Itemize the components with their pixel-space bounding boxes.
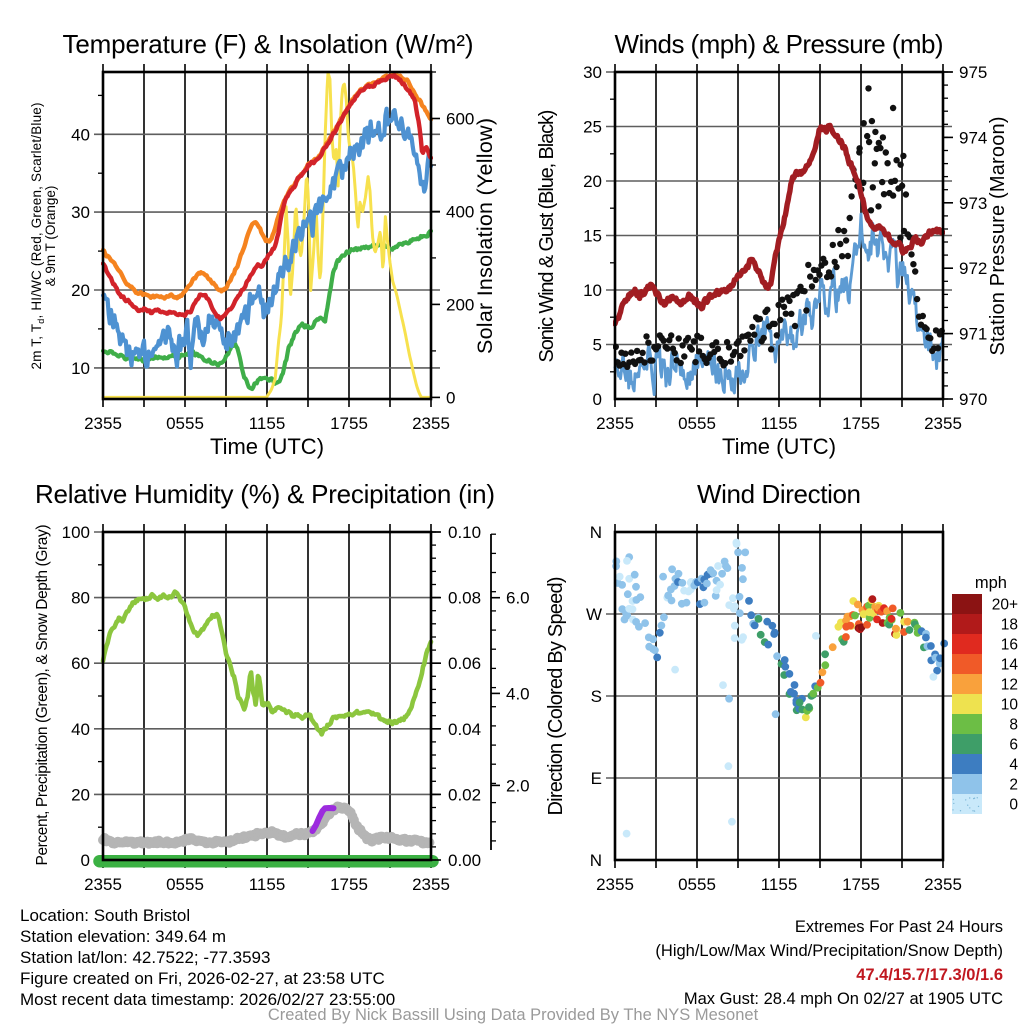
svg-text:2355: 2355 (924, 414, 962, 433)
svg-text:Time (UTC): Time (UTC) (722, 434, 836, 459)
svg-text:N: N (590, 523, 602, 542)
svg-text:0: 0 (446, 388, 455, 407)
svg-text:2355: 2355 (412, 875, 450, 894)
svg-text:30: 30 (583, 63, 602, 82)
svg-text:4.0: 4.0 (506, 684, 530, 703)
svg-text:Sonic Wind & Gust (Blue, Black: Sonic Wind & Gust (Blue, Black) (536, 110, 558, 363)
svg-text:Station elevation: 349.64 m: Station elevation: 349.64 m (20, 927, 226, 946)
svg-text:4: 4 (1009, 757, 1018, 774)
svg-text:6.0: 6.0 (506, 589, 530, 608)
svg-text:80: 80 (71, 589, 90, 608)
svg-text:14: 14 (1001, 657, 1019, 674)
svg-text:mph: mph (975, 574, 1007, 592)
svg-text:975: 975 (959, 63, 987, 82)
svg-text:20+: 20+ (992, 597, 1018, 614)
svg-text:Direction (Colored By Speed): Direction (Colored By Speed) (545, 577, 567, 816)
svg-text:972: 972 (959, 259, 987, 278)
svg-text:Most recent data timestamp: 20: Most recent data timestamp: 2026/02/27 2… (20, 990, 395, 1009)
svg-text:25: 25 (583, 118, 602, 137)
svg-text:0: 0 (81, 851, 90, 870)
svg-text:Max Gust: 28.4 mph On 02/27 at: Max Gust: 28.4 mph On 02/27 at 1905 UTC (684, 990, 1003, 1008)
svg-text:40: 40 (71, 125, 90, 144)
svg-text:0.02: 0.02 (448, 785, 481, 804)
svg-text:Relative Humidity (%) & Precip: Relative Humidity (%) & Precipitation (i… (35, 479, 495, 509)
svg-text:W: W (586, 605, 602, 624)
svg-text:Time (UTC): Time (UTC) (210, 434, 324, 459)
svg-text:1155: 1155 (249, 414, 286, 433)
svg-text:0555: 0555 (678, 414, 716, 433)
svg-text:974: 974 (959, 128, 987, 147)
svg-text:2355: 2355 (412, 414, 450, 433)
svg-text:10: 10 (1001, 697, 1019, 714)
svg-text:12: 12 (1001, 677, 1018, 694)
svg-text:1755: 1755 (842, 414, 880, 433)
svg-text:30: 30 (71, 203, 90, 222)
svg-text:1155: 1155 (761, 875, 798, 894)
svg-text:400: 400 (446, 203, 474, 222)
svg-text:970: 970 (959, 390, 987, 409)
svg-text:973: 973 (959, 194, 987, 213)
svg-text:0555: 0555 (166, 875, 204, 894)
svg-text:Temperature (F) & Insolation (: Temperature (F) & Insolation (W/m²) (63, 29, 474, 59)
svg-text:Wind Direction: Wind Direction (697, 479, 861, 509)
svg-text:Percent, Precipitation (Green): Percent, Precipitation (Green), & Snow D… (34, 525, 51, 866)
svg-text:E: E (591, 769, 602, 788)
svg-text:20: 20 (71, 785, 90, 804)
svg-text:8: 8 (1009, 717, 1018, 734)
svg-text:0.08: 0.08 (448, 589, 481, 608)
svg-text:6: 6 (1009, 737, 1018, 754)
svg-text:1755: 1755 (330, 875, 368, 894)
svg-text:2355: 2355 (596, 875, 634, 894)
svg-text:47.4/15.7/17.3/0/1.6: 47.4/15.7/17.3/0/1.6 (856, 966, 1003, 984)
svg-text:(High/Low/Max Wind/Precipitati: (High/Low/Max Wind/Precipitation/Snow De… (655, 942, 1003, 960)
svg-text:Station lat/lon: 42.7522; -77.: Station lat/lon: 42.7522; -77.3593 (20, 948, 270, 967)
svg-text:1155: 1155 (761, 414, 798, 433)
svg-text:S: S (591, 687, 602, 706)
svg-text:0.04: 0.04 (448, 720, 481, 739)
svg-text:0555: 0555 (166, 414, 204, 433)
svg-text:2355: 2355 (924, 875, 962, 894)
svg-text:Extremes For Past 24 Hours: Extremes For Past 24 Hours (795, 918, 1003, 936)
svg-text:10: 10 (583, 281, 602, 300)
svg-text:1755: 1755 (330, 414, 368, 433)
svg-text:& 9m T (Orange): & 9m T (Orange) (43, 186, 58, 287)
svg-text:N: N (590, 851, 602, 870)
svg-text:2355: 2355 (596, 414, 634, 433)
svg-text:Location: South Bristol: Location: South Bristol (20, 906, 190, 925)
svg-text:971: 971 (959, 325, 987, 344)
svg-text:2m T, Td, HI/WC (Red, Green, S: 2m T, Td, HI/WC (Red, Green, Scarlet/Blu… (29, 103, 46, 370)
svg-text:40: 40 (71, 720, 90, 739)
svg-text:Figure created on Fri, 2026-02: Figure created on Fri, 2026-02-27, at 23… (20, 969, 385, 988)
svg-text:1155: 1155 (249, 875, 286, 894)
svg-text:18: 18 (1001, 617, 1018, 634)
svg-text:0: 0 (593, 390, 602, 409)
svg-text:Created By Nick Bassill Using: Created By Nick Bassill Using Data Provi… (268, 1006, 759, 1024)
svg-text:20: 20 (71, 281, 90, 300)
svg-text:10: 10 (71, 359, 90, 378)
svg-text:20: 20 (583, 172, 602, 191)
svg-text:60: 60 (71, 654, 90, 673)
svg-text:2355: 2355 (84, 414, 122, 433)
svg-text:2355: 2355 (84, 875, 122, 894)
svg-text:0.00: 0.00 (448, 851, 481, 870)
svg-text:2.0: 2.0 (506, 776, 530, 795)
svg-text:Winds (mph) & Pressure (mb): Winds (mph) & Pressure (mb) (615, 29, 944, 59)
svg-text:100: 100 (62, 523, 90, 542)
svg-text:Solar Insolation (Yellow): Solar Insolation (Yellow) (473, 118, 497, 354)
svg-text:1755: 1755 (842, 875, 880, 894)
svg-text:0555: 0555 (678, 875, 716, 894)
svg-text:0.06: 0.06 (448, 654, 481, 673)
svg-text:5: 5 (593, 336, 602, 355)
svg-text:Station Pressure (Maroon): Station Pressure (Maroon) (987, 117, 1009, 356)
svg-text:16: 16 (1001, 637, 1018, 654)
svg-text:0: 0 (1009, 797, 1018, 814)
svg-text:15: 15 (583, 227, 602, 246)
svg-text:600: 600 (446, 110, 474, 129)
svg-text:0.10: 0.10 (448, 523, 481, 542)
svg-text:200: 200 (446, 295, 474, 314)
svg-text:2: 2 (1009, 777, 1018, 794)
